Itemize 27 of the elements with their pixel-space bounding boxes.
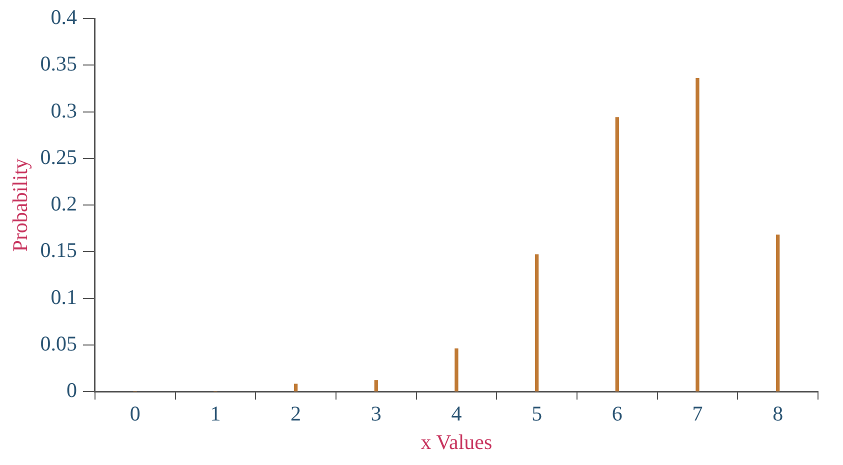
x-tick-label: 8 — [772, 402, 784, 426]
bar — [776, 234, 780, 392]
y-tick-label: 0.4 — [50, 5, 78, 30]
x-tick-label: 2 — [290, 402, 302, 426]
y-tick-label: 0.15 — [40, 238, 77, 262]
y-tick-label: 0 — [66, 378, 77, 402]
bar — [294, 384, 298, 392]
y-tick-label: 0.3 — [50, 98, 77, 122]
bar — [374, 380, 378, 392]
x-tick-label: 4 — [451, 402, 462, 426]
y-tick-label: 0.35 — [40, 52, 77, 76]
bar — [454, 348, 458, 392]
x-tick-label: 7 — [692, 402, 703, 426]
x-tick-label: 3 — [370, 402, 382, 426]
y-tick-label: 0.2 — [50, 192, 77, 216]
bar — [534, 254, 539, 392]
y-tick-label: 0.25 — [40, 144, 77, 169]
bar — [696, 78, 700, 392]
x-tick-label: 6 — [612, 402, 622, 426]
x-tick-label: 1 — [210, 402, 221, 426]
y-tick-label: 0.05 — [40, 331, 77, 356]
x-axis-title: x Values — [420, 430, 492, 454]
x-tick-label: 0 — [130, 402, 140, 426]
y-tick-label: 0.1 — [50, 284, 77, 309]
x-tick-label: 5 — [532, 402, 542, 426]
y-axis-title: Probability — [8, 158, 32, 252]
bar — [615, 117, 619, 392]
